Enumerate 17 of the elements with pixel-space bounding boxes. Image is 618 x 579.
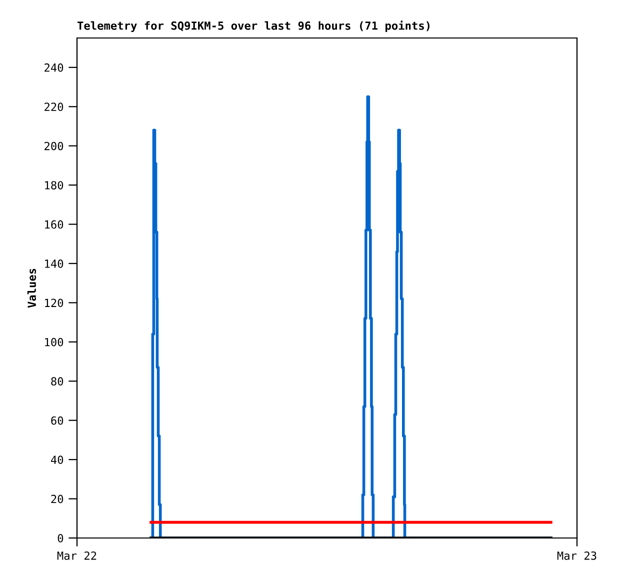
y-tick-label: 120	[45, 298, 64, 308]
y-tick-label: 240	[44, 63, 64, 72]
chart-title: Telemetry for SQ9IKM-5 over last 96 hours (71 points)	[77, 20, 430, 32]
y-tick-label: 140	[45, 259, 64, 268]
y-tick-label: 0	[58, 534, 64, 542]
x-tick-label: Mar 23	[557, 551, 596, 560]
y-tick-label: 100	[45, 338, 64, 346]
y-tick-label: 200	[44, 142, 64, 150]
y-tick-label: 220	[44, 102, 64, 112]
y-axis-title: Values	[27, 268, 36, 308]
y-tick-label: 20	[51, 494, 64, 504]
y-tick-label: 60	[51, 416, 64, 425]
y-tick-label: 180	[45, 181, 64, 190]
y-tick-label: 40	[50, 456, 64, 464]
x-tick-label: Mar 22	[57, 551, 96, 560]
y-tick-label: 160	[45, 220, 64, 229]
y-tick-label: 80	[51, 377, 64, 386]
